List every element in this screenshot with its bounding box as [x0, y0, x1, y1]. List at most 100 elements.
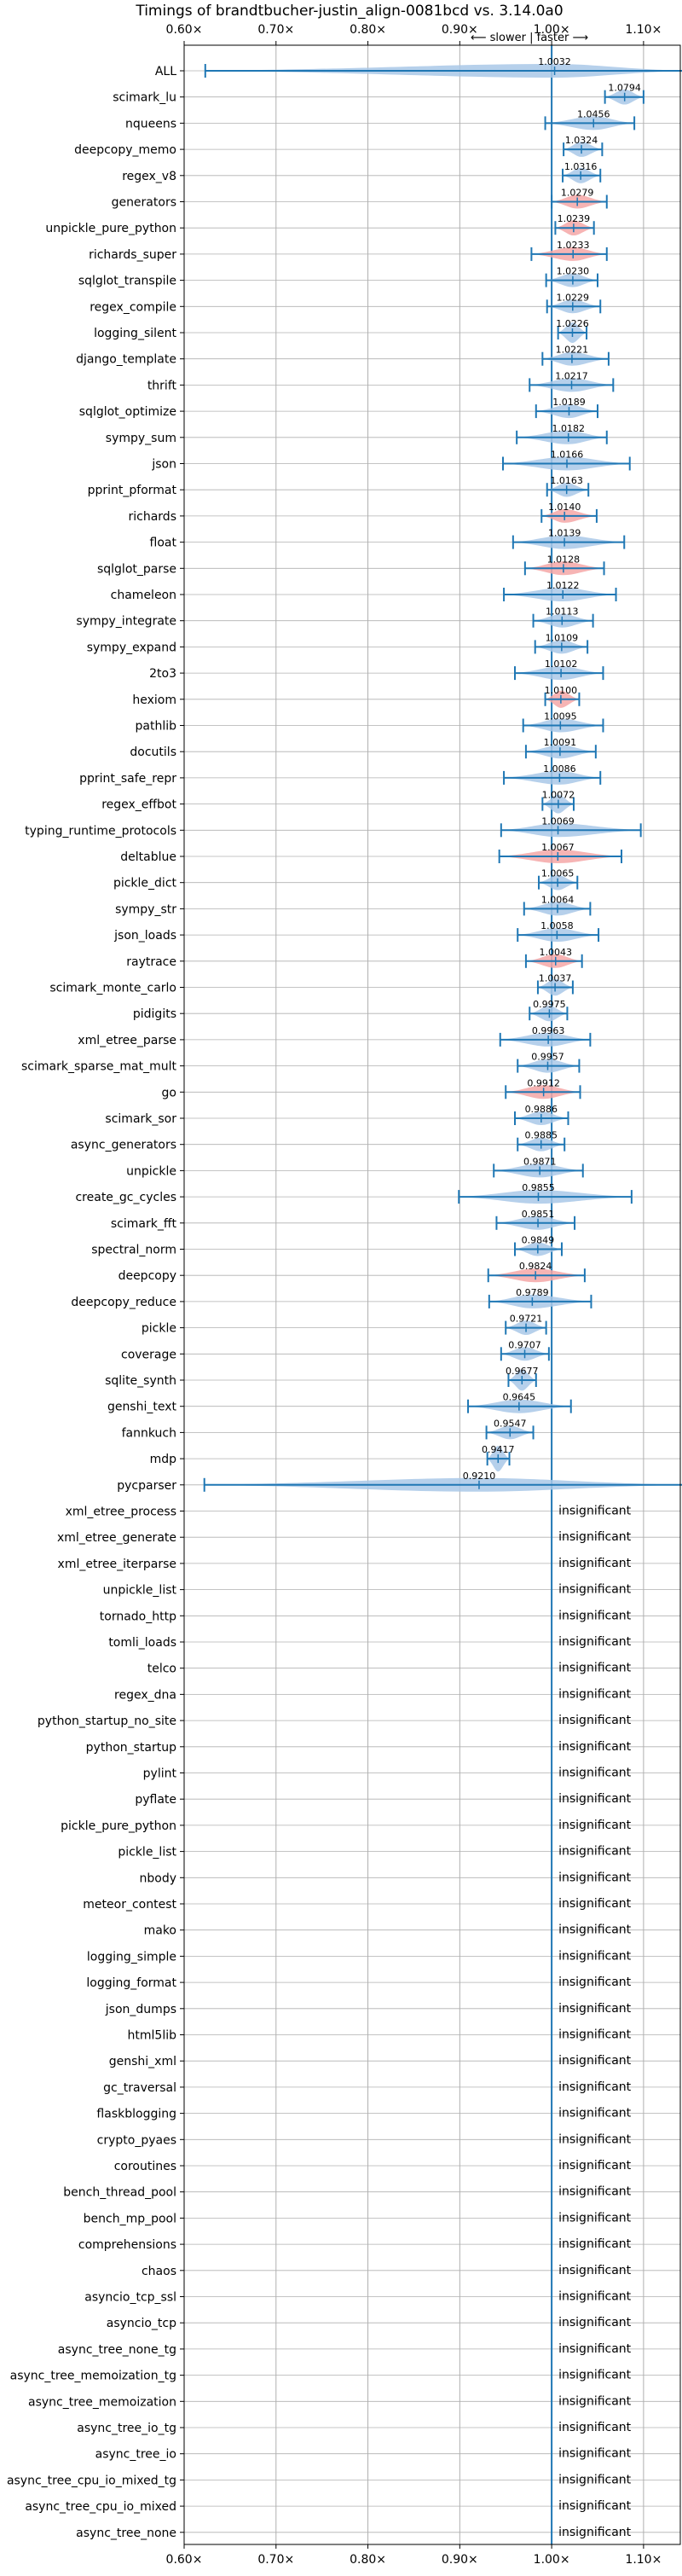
benchmark-label: meteor_contest [83, 1898, 176, 1912]
value-label: 1.0217 [555, 370, 588, 381]
benchmark-label: logging_simple [87, 1950, 176, 1964]
benchmark-violin: 1.0095 [522, 711, 604, 733]
benchmark-label: pickle_pure_python [61, 1819, 176, 1833]
benchmark-label: async_tree_io [95, 2448, 176, 2462]
value-label: 1.0324 [565, 135, 598, 146]
value-label: 0.9912 [527, 1077, 560, 1088]
x-tick-label-bottom: 1.00× [534, 2553, 570, 2567]
value-label: 1.0139 [548, 528, 581, 539]
value-label: 0.9547 [494, 1418, 527, 1429]
insignificant-label: insignificant [558, 1976, 632, 1989]
benchmark-label: sympy_integrate [76, 615, 176, 629]
value-label: 0.9871 [523, 1156, 557, 1167]
insignificant-label: insignificant [558, 1897, 632, 1911]
value-label: 1.0064 [541, 894, 575, 905]
benchmark-label: scimark_monte_carlo [49, 982, 176, 995]
benchmark-violin: 1.0316 [562, 161, 602, 183]
benchmark-violin: 1.0122 [503, 580, 617, 601]
value-label: 1.0166 [551, 450, 584, 461]
insignificant-label: insignificant [558, 1505, 632, 1518]
value-label: 0.9677 [506, 1366, 539, 1377]
insignificant-label: insignificant [558, 2080, 632, 2094]
benchmark-violin: 1.0166 [501, 450, 631, 471]
benchmark-label: scimark_sparse_mat_mult [21, 1060, 176, 1074]
value-label: 0.9885 [524, 1130, 558, 1141]
benchmark-label: django_template [76, 353, 176, 367]
benchmark-violin: 1.0032 [204, 56, 682, 78]
benchmark-label: hexiom [132, 693, 176, 707]
benchmark-label: xml_etree_iterparse [58, 1558, 176, 1571]
plot-frame [183, 44, 681, 2545]
insignificant-label: insignificant [558, 2473, 632, 2486]
benchmark-label: logging_format [86, 1976, 176, 1990]
benchmark-violin: 0.9645 [467, 1392, 572, 1413]
benchmark-violin: 1.0233 [530, 240, 608, 261]
insignificant-label: insignificant [558, 2499, 632, 2513]
benchmark-label: unpickle_pure_python [45, 222, 176, 235]
value-label: 1.0122 [546, 580, 580, 591]
benchmark-label: 2to3 [149, 667, 176, 681]
value-label: 1.0072 [542, 790, 575, 801]
value-label: 1.0189 [552, 397, 586, 408]
value-label: 0.9886 [525, 1104, 558, 1115]
benchmark-label: gc_traversal [103, 2081, 176, 2095]
value-label: 1.0221 [556, 345, 589, 356]
benchmark-violin: 0.9789 [488, 1287, 592, 1308]
x-tick-label-top: 0.70× [257, 23, 294, 37]
benchmark-label: scimark_fft [111, 1217, 177, 1231]
value-label: 1.0226 [556, 318, 589, 329]
benchmark-label: chameleon [111, 589, 176, 602]
benchmark-violin: 1.0067 [498, 842, 623, 863]
benchmark-label: tomli_loads [108, 1636, 176, 1650]
benchmark-label: pprint_pformat [88, 484, 177, 497]
value-label: 0.9824 [519, 1261, 552, 1272]
value-label: 0.9721 [510, 1314, 543, 1325]
value-label: 1.0316 [564, 161, 598, 172]
benchmark-label: pylint [143, 1767, 177, 1781]
benchmark-label: create_gc_cycles [75, 1191, 176, 1204]
benchmark-label: go [162, 1086, 176, 1099]
benchmark-violin: 1.0189 [535, 397, 598, 419]
value-label: 0.9789 [516, 1287, 549, 1298]
value-label: 1.0069 [541, 815, 575, 827]
benchmark-violin: 0.9547 [485, 1418, 535, 1440]
insignificant-label: insignificant [558, 2447, 632, 2461]
insignificant-label: insignificant [558, 1845, 632, 1859]
value-label: 0.9645 [503, 1392, 536, 1403]
benchmark-violin: 0.9849 [514, 1235, 563, 1256]
benchmark-violin: 0.9885 [517, 1130, 566, 1152]
benchmark-label: regex_compile [90, 300, 176, 314]
x-axis-ticks: 0.60× 0.60× 0.70× 0.70× 0.80× 0.80× 0.90× 0.90×… [7, 23, 662, 2567]
value-label: 1.0100 [545, 685, 578, 696]
benchmark-violin: 1.0091 [524, 737, 597, 759]
benchmark-label: sympy_str [115, 902, 176, 916]
benchmark-label: asyncio_tcp [107, 2317, 176, 2330]
insignificant-label: insignificant [558, 1792, 632, 1806]
value-label: 1.0182 [552, 423, 585, 434]
benchmark-label: ALL [155, 65, 176, 78]
benchmark-violin: 0.9851 [495, 1209, 576, 1230]
insignificant-label: insignificant [558, 2054, 632, 2068]
benchmark-label: pprint_safe_repr [79, 772, 176, 786]
insignificant-label: insignificant [558, 1740, 632, 1754]
benchmark-label: xml_etree_parse [78, 1034, 176, 1047]
benchmark-label: raytrace [126, 955, 176, 969]
benchmark-label: spectral_norm [91, 1244, 176, 1257]
benchmark-label: python_startup_no_site [38, 1714, 176, 1728]
benchmark-label: sqlite_synth [105, 1374, 176, 1388]
benchmark-violin: 1.0226 [556, 318, 589, 343]
benchmark-label: generators [112, 196, 176, 210]
benchmark-label: nbody [140, 1871, 177, 1885]
benchmark-violin: 1.0163 [546, 475, 590, 497]
value-label: 0.9849 [522, 1235, 555, 1246]
benchmark-violin: 1.0217 [529, 370, 615, 392]
benchmark-violin: 1.0221 [541, 345, 610, 366]
insignificant-label: insignificant [558, 2002, 632, 2016]
value-label: 1.0037 [539, 973, 572, 984]
insignificant-label: insignificant [558, 2211, 632, 2225]
benchmark-violin: 1.0128 [523, 554, 605, 576]
benchmark-label: coverage [121, 1348, 176, 1361]
benchmark-violin: 0.9957 [517, 1052, 581, 1073]
benchmark-label: async_generators [71, 1139, 176, 1152]
